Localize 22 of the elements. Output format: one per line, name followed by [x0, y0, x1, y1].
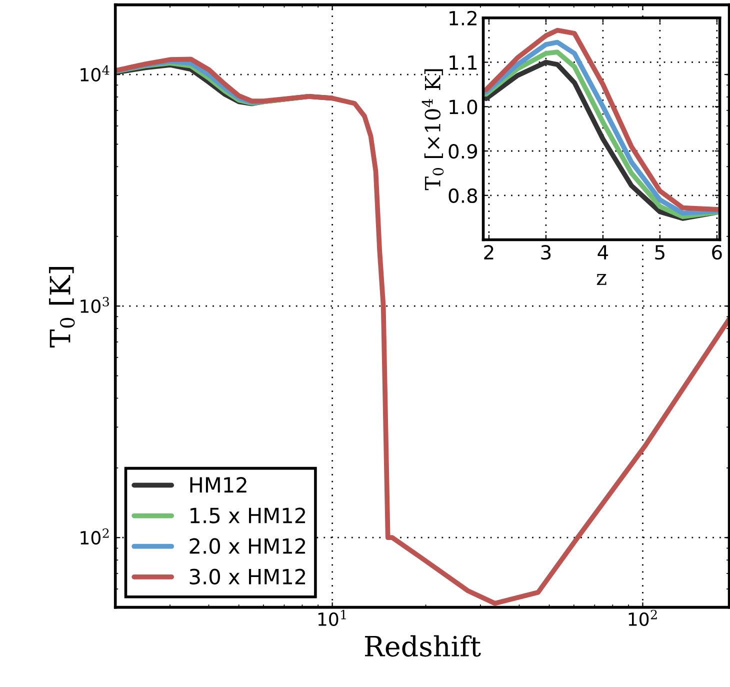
legend-label: 3.0 x HM12 [190, 568, 306, 585]
y-tick-label: 10$^{3}$ [80, 296, 109, 314]
x-axis-title: z [596, 274, 606, 285]
y-tick-label: 10$^{2}$ [80, 528, 109, 545]
y-axis-title: T$_{0}$ [×10$^{4}$ K] [422, 69, 444, 190]
x-tick-label: 3 [541, 244, 551, 260]
legend-label: HM12 [190, 477, 246, 492]
y-tick-label: 1.1 [450, 55, 477, 70]
x-tick-label: 5 [655, 245, 664, 260]
y-tick-label: 1.2 [450, 10, 476, 26]
x-axis-title: Redshift [365, 635, 481, 657]
x-tick-label: 4 [598, 245, 608, 260]
x-tick-label: 6 [712, 244, 722, 260]
y-tick-label: 10$^{4}$ [80, 65, 110, 82]
legend-label: 2.0 x HM12 [190, 538, 306, 554]
y-axis-title: T$_{0}$ [K] [49, 266, 75, 348]
legend-label: 1.5 x HM12 [190, 508, 306, 524]
x-tick-label: 10$^{1}$ [318, 610, 346, 626]
y-tick-label: 0.9 [448, 144, 478, 159]
y-tick-label: 0.8 [448, 188, 478, 204]
x-tick-label: 2 [484, 244, 494, 260]
y-tick-label: 1.0 [450, 100, 478, 114]
